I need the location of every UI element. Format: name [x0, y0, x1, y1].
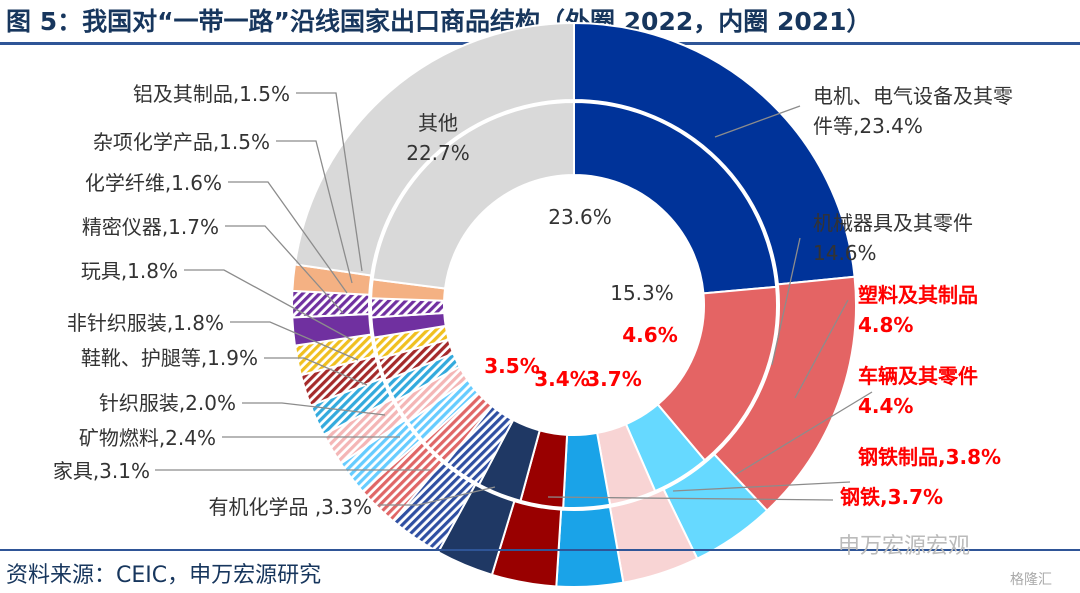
leader-line-15 [276, 140, 353, 284]
slice-labels: 电机、电气设备及其零件等,23.4% 机械器具及其零件 14.6% 塑料及其制品 4.8… [53, 82, 1013, 519]
slice-label-line: 电机、电气设备及其零 [813, 84, 1013, 108]
figure-title: 图 5：我国对“一带一路”沿线国家出口商品结构（外圈 2022，内圈 2021） [6, 7, 872, 36]
slice-label-line: 件等,23.4% [813, 114, 923, 138]
slice-label-12: 玩具,1.8% [81, 259, 178, 283]
slice-label-line: 22.7% [406, 141, 470, 165]
slice-label-5: 钢铁,3.7% [840, 485, 943, 509]
outer-ring [291, 21, 857, 588]
slice-label-line: 4.8% [858, 313, 913, 337]
slice-label-line: 鞋靴、护腿等,1.9% [81, 346, 258, 370]
slice-label-4: 钢铁制品,3.8% [858, 445, 1001, 469]
slice-label-14: 化学纤维,1.6% [85, 171, 222, 195]
leader-line-4 [672, 481, 851, 492]
inner-value-label-2: 4.6% [622, 323, 677, 347]
leader-line-6 [378, 486, 496, 506]
slice-label-10: 鞋靴、护腿等,1.9% [81, 346, 258, 370]
slice-label-line: 铝及其制品,1.5% [133, 82, 290, 106]
slice-label-line: 非针织服装,1.8% [67, 311, 224, 335]
inner-value-label-5: 3.5% [484, 354, 539, 378]
slice-label-line: 14.6% [813, 241, 877, 265]
inner-value-label-0: 23.6% [548, 205, 612, 229]
inner-slice-17 [371, 100, 575, 290]
leader-line-0 [714, 105, 801, 138]
leader-line-11 [230, 321, 359, 361]
leader-line-12 [184, 269, 353, 341]
slice-label-15: 杂项化学产品,1.5% [93, 130, 270, 154]
logo-text: 格隆汇 [1010, 572, 1052, 588]
slice-label-6: 有机化学品 ,3.3% [208, 495, 372, 519]
inner-value-label-4: 3.4% [534, 367, 589, 391]
slice-label-line: 车辆及其零件 [858, 364, 978, 388]
slice-label-17: 其他 22.7% [406, 111, 470, 165]
leader-line-3 [734, 391, 873, 476]
slice-label-line: 精密仪器,1.7% [82, 215, 219, 239]
leader-line-16 [296, 92, 363, 272]
slice-label-line: 化学纤维,1.6% [85, 171, 222, 195]
slice-label-line: 4.4% [858, 394, 913, 418]
leader-line-2 [794, 299, 849, 399]
inner-value-label-3: 3.7% [586, 367, 641, 391]
leader-line-13 [225, 225, 344, 314]
inner-ring [370, 100, 778, 509]
slice-label-7: 家具,3.1% [53, 459, 150, 483]
inner-value-labels: 23.6% 15.3% 4.6% 3.7%3.4%3.5% [484, 205, 677, 391]
slice-label-3: 车辆及其零件 4.4% [858, 364, 978, 418]
slice-label-line: 机械器具及其零件 [813, 211, 973, 235]
slice-label-0: 电机、电气设备及其零件等,23.4% [813, 84, 1013, 138]
slice-label-9: 针织服装,2.0% [99, 391, 236, 415]
slice-label-line: 钢铁,3.7% [840, 485, 943, 509]
leader-line-14 [228, 181, 348, 294]
footer-rule [0, 549, 1080, 551]
slice-label-13: 精密仪器,1.7% [82, 215, 219, 239]
slice-label-16: 铝及其制品,1.5% [133, 82, 290, 106]
inner-slice-0 [573, 100, 778, 295]
outer-slice-17 [293, 21, 575, 277]
slice-label-line: 矿物燃料,2.4% [79, 426, 216, 450]
source-note: 资料来源：CEIC，申万宏源研究 [6, 563, 322, 588]
slice-label-line: 有机化学品 ,3.3% [208, 495, 372, 519]
slice-label-line: 针织服装,2.0% [99, 391, 236, 415]
watermark-text: 申万宏源宏观 [838, 534, 971, 559]
slice-label-line: 玩具,1.8% [81, 259, 178, 283]
leader-line-5 [547, 496, 834, 501]
inner-value-label-1: 15.3% [610, 281, 674, 305]
slice-label-line: 家具,3.1% [53, 459, 150, 483]
slice-label-line: 钢铁制品,3.8% [858, 445, 1001, 469]
leader-line-10 [264, 357, 368, 386]
slice-label-line: 其他 [418, 111, 458, 135]
leader-line-1 [771, 237, 801, 366]
slice-label-2: 塑料及其制品 4.8% [858, 283, 978, 337]
leader-line-9 [242, 402, 386, 416]
slice-label-line: 杂项化学产品,1.5% [93, 130, 270, 154]
slice-label-11: 非针织服装,1.8% [67, 311, 224, 335]
slice-label-line: 塑料及其制品 [858, 283, 978, 307]
slice-label-8: 矿物燃料,2.4% [79, 426, 216, 450]
slice-label-1: 机械器具及其零件 14.6% [813, 211, 973, 265]
